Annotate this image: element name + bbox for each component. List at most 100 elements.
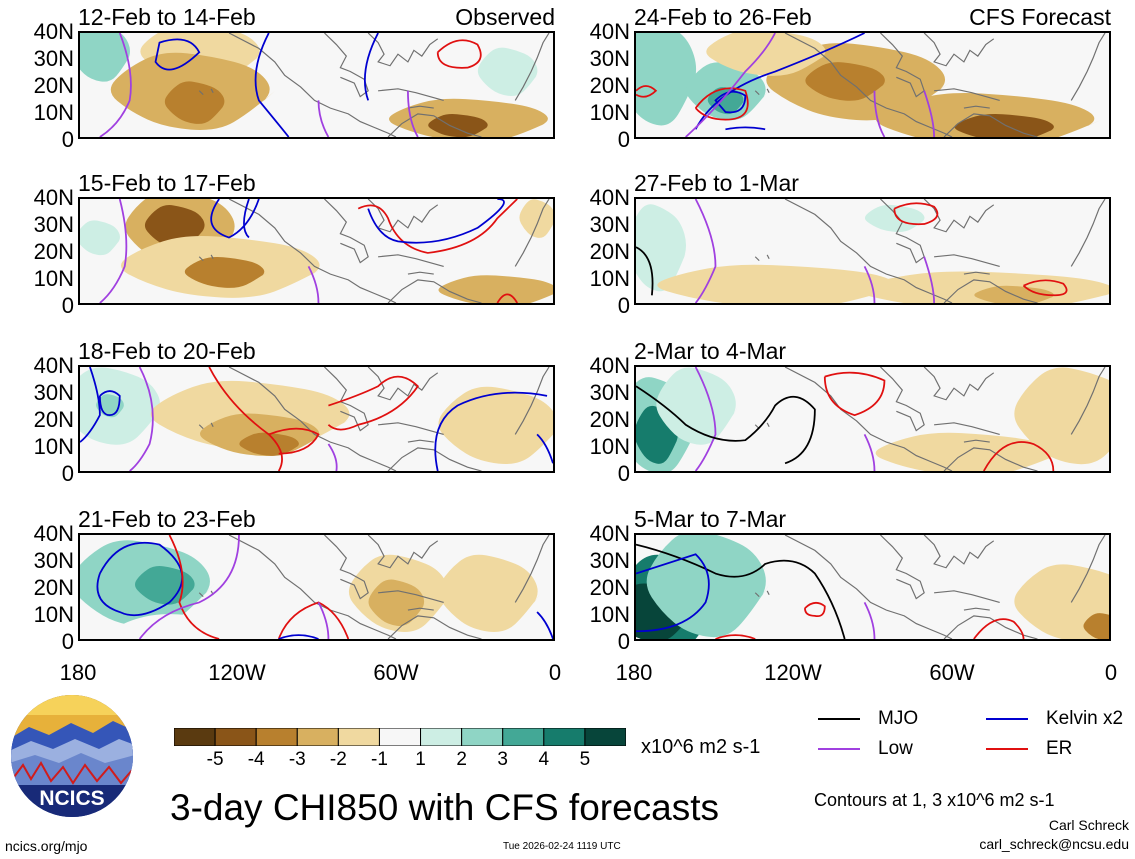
- chi850-map-panel: [78, 31, 555, 139]
- wave-contour: [536, 611, 553, 639]
- coastline: [923, 535, 995, 569]
- coastline: [407, 271, 434, 275]
- coastline: [407, 105, 434, 109]
- coastline: [198, 254, 214, 262]
- chi850-map-panel: [634, 31, 1111, 139]
- lat-tick-label: 0: [617, 461, 630, 486]
- anomaly-shading: [636, 204, 689, 292]
- lon-tick-label: 60W: [929, 660, 975, 685]
- wave-contour: [496, 293, 519, 303]
- lat-tick-label: 0: [617, 293, 630, 318]
- legend-item: ER: [986, 737, 1135, 761]
- author-email[interactable]: carl_schreck@ncsu.edu: [979, 836, 1129, 852]
- lat-tick-label: 20N: [589, 407, 630, 432]
- colorbar-swatch: [420, 727, 463, 747]
- anomaly-shading: [239, 432, 301, 456]
- wave-contour: [823, 371, 886, 417]
- wave-contour: [536, 433, 553, 464]
- lat-tick-label: 40N: [33, 353, 74, 378]
- lat-tick-label: 40N: [589, 353, 630, 378]
- lat-tick-label: 20N: [589, 575, 630, 600]
- wave-contour: [168, 535, 220, 639]
- wave-contour: [725, 126, 766, 131]
- wave-contour: [983, 441, 1055, 471]
- units-label: x10^6 m2 s-1: [641, 736, 761, 758]
- legend-swatch: [986, 748, 1028, 750]
- colorbar-tick-label: -1: [371, 749, 388, 770]
- coastline: [367, 199, 439, 233]
- anomaly-shading: [1083, 613, 1109, 639]
- wave-contour: [694, 367, 717, 471]
- lat-tick-label: 20N: [33, 239, 74, 264]
- wave-contour: [973, 618, 1025, 639]
- lat-tick-label: 40N: [33, 19, 74, 44]
- wave-contour: [80, 367, 101, 443]
- wave-contour: [268, 427, 320, 455]
- coastline: [1070, 199, 1106, 267]
- colorbar-swatch: [584, 727, 627, 747]
- legend-item: MJO: [818, 707, 968, 731]
- anomaly-shading: [1014, 367, 1109, 465]
- chi850-map-panel: [634, 533, 1111, 641]
- wave-contour: [893, 202, 939, 226]
- legend-swatch: [818, 718, 860, 720]
- legend-label: MJO: [878, 708, 919, 729]
- lon-tick-label: 180: [59, 660, 97, 685]
- lat-tick-label: 0: [61, 629, 74, 654]
- wave-contour: [363, 33, 379, 101]
- coastline: [228, 33, 397, 137]
- colorbar-swatch: [255, 727, 298, 747]
- lat-tick-label: 10N: [33, 266, 74, 291]
- website-link[interactable]: ncics.org/mjo: [5, 838, 88, 854]
- colorbar-tick-label: 1: [415, 749, 426, 770]
- wave-contour: [863, 602, 876, 639]
- colorbar-swatch: [378, 727, 422, 747]
- coastline: [198, 422, 214, 430]
- wave-contour: [307, 266, 320, 303]
- wave-contour: [327, 443, 338, 471]
- lat-tick-label: 30N: [589, 46, 630, 71]
- anomaly-shading: [805, 62, 888, 101]
- lat-tick-label: 20N: [589, 73, 630, 98]
- ncics-logo: NCICS: [9, 693, 135, 819]
- wave-contour: [208, 367, 283, 471]
- coastline: [923, 199, 995, 233]
- colorbar: [173, 727, 627, 747]
- coastline: [963, 105, 990, 109]
- chi850-map-panel: [78, 365, 555, 473]
- anomaly-shading: [80, 33, 133, 82]
- wave-contour: [99, 199, 128, 303]
- coastline: [754, 254, 770, 262]
- coastline: [963, 607, 990, 611]
- wave-contour: [685, 33, 776, 137]
- lat-tick-label: 30N: [33, 548, 74, 573]
- wave-contour: [407, 90, 419, 137]
- wave-contour: [714, 90, 747, 114]
- anomaly-shading: [864, 204, 927, 232]
- wave-contour: [1022, 279, 1068, 297]
- legend-swatch: [818, 748, 860, 750]
- panel-title: 18-Feb to 20-Feb: [78, 338, 256, 364]
- colorbar-swatches: [173, 727, 627, 747]
- colorbar-swatch: [337, 727, 380, 747]
- lat-tick-label: 0: [61, 127, 74, 152]
- colorbar-tick-label: -4: [247, 749, 265, 770]
- lat-tick-label: 40N: [33, 521, 74, 546]
- colorbar-tick-label: 2: [456, 749, 467, 770]
- lat-tick-label: 40N: [33, 185, 74, 210]
- coastline: [378, 590, 444, 603]
- colorbar-tick-label: -2: [329, 749, 347, 770]
- author-name: Carl Schreck: [1048, 817, 1129, 833]
- lat-tick-label: 20N: [33, 407, 74, 432]
- wave-contour: [154, 38, 201, 71]
- coastline: [923, 367, 995, 401]
- lat-tick-label: 30N: [589, 548, 630, 573]
- lat-tick-label: 40N: [589, 185, 630, 210]
- coastline: [367, 33, 439, 67]
- panel-title: 2-Mar to 4-Mar: [634, 338, 787, 364]
- coastline: [378, 422, 444, 435]
- wave-contour: [96, 541, 184, 617]
- wave-contour: [863, 266, 876, 303]
- legend-label: Low: [878, 738, 913, 759]
- anomaly-shading: [707, 87, 745, 115]
